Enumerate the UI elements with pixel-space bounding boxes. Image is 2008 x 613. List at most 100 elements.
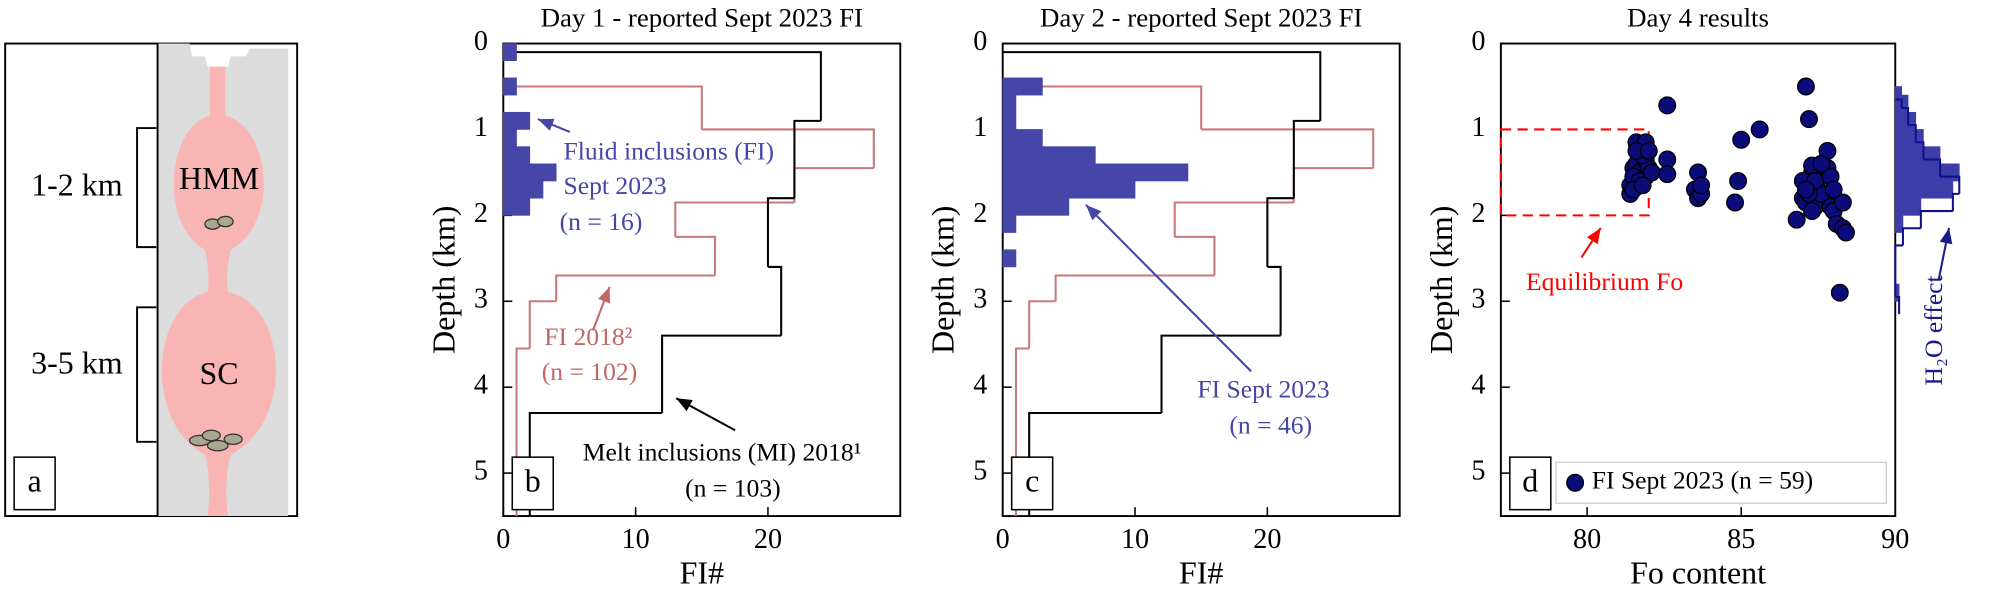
data-point	[1796, 180, 1815, 199]
chamber-label: HMM	[179, 160, 259, 196]
arrow-head	[537, 118, 555, 131]
y-tick-label: 3	[1471, 284, 1485, 315]
histogram-step	[1940, 175, 1961, 194]
annotation: Fluid inclusions (FI)	[563, 137, 774, 166]
annotation: (n = 16)	[560, 207, 643, 236]
histogram-step	[1919, 210, 1953, 229]
y-tick-label: 4	[1471, 370, 1485, 401]
histogram-bar	[502, 111, 531, 130]
histogram-step	[1901, 227, 1921, 246]
y-tick-label: 0	[474, 26, 488, 57]
data-point	[1692, 176, 1711, 195]
data-point	[1812, 154, 1831, 173]
data-point	[1658, 165, 1677, 184]
histogram-bar	[1002, 129, 1043, 147]
histogram-step	[1028, 411, 1162, 474]
histogram-step	[1201, 128, 1375, 169]
histogram-bar	[1002, 180, 1136, 199]
y-axis-label: Depth (km)	[425, 206, 461, 354]
histogram-bar	[502, 146, 531, 165]
data-point	[1732, 130, 1751, 149]
histogram-step	[555, 274, 716, 302]
y-tick-label: 0	[973, 26, 987, 57]
data-point	[1750, 120, 1769, 139]
histogram-step	[701, 128, 875, 169]
y-axis-label: Depth (km)	[1423, 206, 1459, 354]
histogram-step	[1894, 244, 1903, 263]
annotation: FI Sept 2023	[1197, 375, 1329, 404]
histogram-step	[766, 197, 795, 267]
y-tick-label: 5	[474, 456, 488, 487]
histogram-step	[1267, 265, 1282, 336]
histogram-step	[1951, 192, 1960, 212]
x-axis-label: FI#	[680, 555, 724, 591]
x-tick-label: 20	[754, 524, 782, 555]
arrow-head	[676, 398, 693, 412]
depth-label: 1-2 km	[31, 167, 123, 203]
histogram-bar	[1002, 146, 1096, 165]
panel-letter: a	[28, 462, 42, 498]
histogram-bar	[1002, 111, 1017, 130]
histogram-bar	[502, 180, 544, 199]
y-tick-label: 4	[474, 370, 488, 401]
annotation-arrow	[1085, 204, 1252, 373]
y-tick-label: 1	[973, 112, 987, 143]
panel-letter: d	[1522, 462, 1538, 498]
data-point	[1726, 193, 1744, 212]
histogram-bar	[1002, 77, 1043, 96]
panel-letter-box	[13, 456, 56, 511]
chart-title: Day 1 - reported Sept 2023 FI	[541, 3, 863, 33]
depth-bracket	[136, 127, 157, 443]
annotation: (n = 102)	[542, 357, 638, 386]
histogram-step	[1895, 98, 1903, 108]
annotation: H₂O effect	[1919, 275, 1948, 385]
histogram-bar	[1894, 86, 1902, 96]
histogram-step	[1266, 197, 1294, 267]
histogram-bar	[502, 197, 531, 216]
plot-frame	[1499, 42, 1897, 518]
data-point	[1639, 141, 1658, 160]
x-axis-label: Fo content	[1630, 555, 1766, 591]
x-tick-label: 0	[996, 524, 1010, 555]
histogram-step	[1014, 347, 1030, 388]
histogram-bar	[1002, 249, 1017, 268]
panel-letter-box	[1010, 456, 1054, 511]
histogram-bar	[1894, 197, 1922, 216]
histogram-bar	[1002, 94, 1017, 113]
annotation: (n = 46)	[1229, 411, 1312, 440]
histogram-step	[1292, 119, 1321, 199]
y-tick-label: 1	[474, 112, 488, 143]
legend-label: FI Sept 2023 (n = 59)	[1592, 466, 1813, 495]
y-tick-label: 2	[474, 198, 488, 229]
arrow-head	[1085, 204, 1102, 221]
histogram-step	[1923, 158, 1942, 177]
histogram-step	[1901, 106, 1910, 126]
box-label: Equilibrium Fo	[1526, 267, 1683, 296]
x-tick-label: 10	[1121, 524, 1149, 555]
data-point	[1796, 77, 1815, 96]
histogram-step	[503, 85, 703, 130]
histogram-step	[1028, 300, 1056, 349]
data-point	[1836, 223, 1855, 242]
histogram-step	[515, 347, 530, 388]
y-tick-label: 0	[1471, 26, 1485, 57]
panel-letter: b	[525, 462, 541, 498]
panel-letter: c	[1025, 462, 1039, 498]
histogram-bar	[1894, 180, 1954, 199]
histogram-bar	[502, 163, 557, 182]
histogram-step	[793, 119, 821, 199]
legend-box	[1555, 461, 1887, 504]
y-tick-label: 4	[973, 370, 987, 401]
chart-panel: Day 4 results Fo content Depth (km) 0 1 2 3 4 5 8…	[1423, 3, 1961, 591]
histogram-step	[1908, 124, 1917, 143]
histogram-step	[1174, 235, 1216, 276]
histogram-step	[675, 235, 717, 276]
histogram-bar	[1002, 163, 1189, 182]
histogram-step	[1915, 141, 1925, 160]
histogram-bar	[502, 43, 517, 62]
y-tick-label: 3	[474, 284, 488, 315]
data-point	[1800, 110, 1818, 129]
chamber-label: SC	[199, 355, 238, 391]
histogram-bar	[1894, 129, 1924, 147]
histogram-bar	[1002, 197, 1070, 216]
